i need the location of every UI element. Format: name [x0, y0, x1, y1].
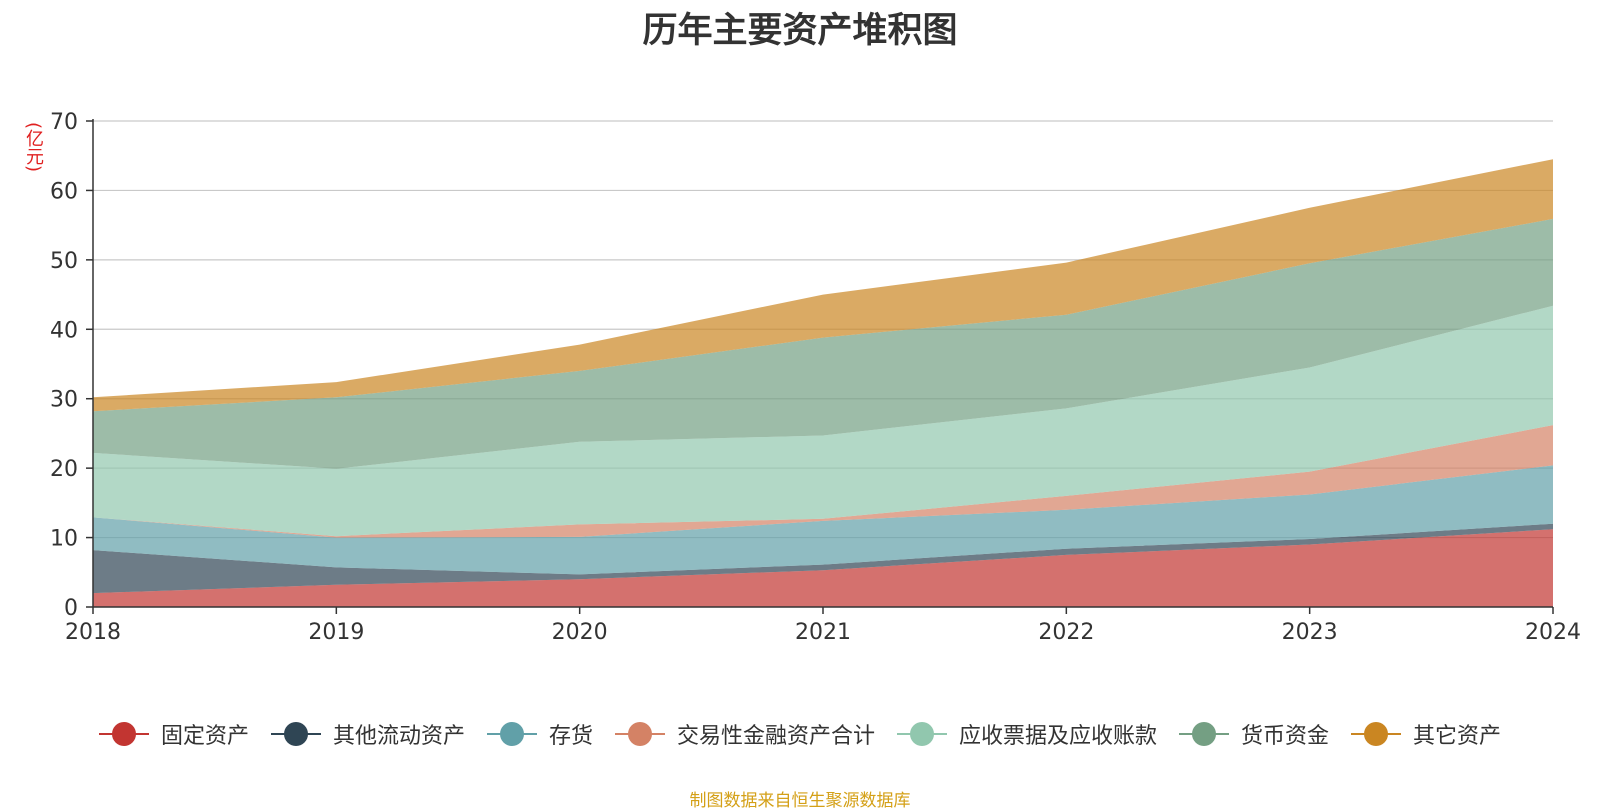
legend: 固定资产 其他流动资产 存货 交易性金融资产合计 应收票据及应收账款 货币资金 其它资产 — [0, 718, 1600, 750]
area-series-1 — [93, 523, 1553, 594]
x-tick-label-2020: 2020 — [552, 620, 608, 645]
legend-marker-icon — [897, 722, 947, 746]
x-tick-label-2018: 2018 — [65, 620, 121, 645]
x-tick-label-2024: 2024 — [1525, 620, 1581, 645]
area-series-5 — [93, 218, 1553, 469]
legend-label: 固定资产 — [160, 724, 249, 749]
legend-label: 交易性金融资产合计 — [676, 724, 875, 749]
y-tick-label-30: 30 — [50, 388, 78, 413]
legend-label: 货币资金 — [1241, 724, 1330, 749]
x-tick-label-2021: 2021 — [795, 620, 851, 645]
area-series-4 — [93, 305, 1553, 537]
legend-item-6[interactable]: 其它资产 — [1351, 718, 1501, 750]
legend-item-3[interactable]: 交易性金融资产合计 — [614, 718, 875, 750]
y-axis-unit-label: (亿元) — [23, 122, 44, 173]
x-tick-label-2023: 2023 — [1282, 620, 1338, 645]
y-tick-label-0: 0 — [64, 596, 78, 621]
legend-marker-icon — [98, 722, 149, 746]
legend-label: 应收票据及应收账款 — [959, 724, 1158, 749]
legend-marker-icon — [1351, 722, 1402, 746]
y-tick-label-40: 40 — [50, 318, 78, 343]
x-tick-label-2022: 2022 — [1038, 620, 1094, 645]
legend-label: 其它资产 — [1413, 724, 1502, 749]
y-tick-label-20: 20 — [50, 457, 78, 482]
y-tick-label-10: 10 — [50, 527, 78, 552]
legend-marker-icon — [486, 722, 537, 746]
area-series-2 — [93, 465, 1553, 575]
area-series-0 — [93, 529, 1553, 607]
legend-item-4[interactable]: 应收票据及应收账款 — [897, 718, 1157, 750]
legend-marker-icon — [1179, 722, 1230, 746]
legend-item-0[interactable]: 固定资产 — [98, 718, 249, 750]
y-tick-label-50: 50 — [50, 249, 78, 274]
legend-label: 存货 — [548, 724, 593, 749]
legend-item-5[interactable]: 货币资金 — [1179, 718, 1329, 750]
legend-marker-icon — [270, 722, 321, 746]
x-tick-label-2019: 2019 — [308, 620, 364, 645]
y-tick-label-70: 70 — [50, 110, 78, 135]
area-series-3 — [93, 425, 1553, 538]
legend-label: 其他流动资产 — [332, 724, 465, 749]
source-note: 制图数据来自恒生聚源数据库 — [689, 791, 911, 811]
legend-marker-icon — [614, 722, 665, 746]
legend-item-1[interactable]: 其他流动资产 — [270, 718, 465, 750]
chart-title: 历年主要资产堆积图 — [642, 11, 958, 51]
y-tick-label-60: 60 — [50, 179, 78, 204]
legend-item-2[interactable]: 存货 — [486, 718, 593, 750]
